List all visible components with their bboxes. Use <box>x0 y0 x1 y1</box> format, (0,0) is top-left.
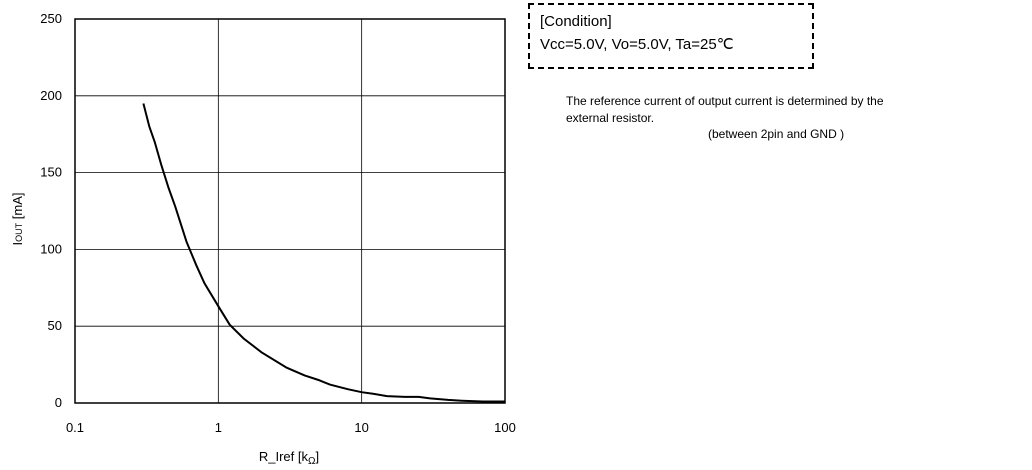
y-tick-label: 0 <box>55 395 62 410</box>
note-line-1: The reference current of output current … <box>566 94 884 108</box>
y-tick-label: 200 <box>40 88 62 103</box>
condition-title: [Condition] <box>540 13 612 30</box>
condition-values: Vcc=5.0V, Vo=5.0V, Ta=25℃ <box>540 36 734 53</box>
x-tick-labels: 0.1 1 10 100 <box>66 420 516 435</box>
y-tick-label: 250 <box>40 11 62 26</box>
x-tick-label: 1 <box>215 420 222 435</box>
x-tick-label: 10 <box>354 420 368 435</box>
x-tick-label: 0.1 <box>66 420 84 435</box>
x-axis-label: R_Iref [kΩ] <box>259 449 319 467</box>
plot-frame <box>74 18 506 404</box>
chart: 0 50 100 150 200 250 0.1 1 10 100 IOUT [mA] R_Ir… <box>10 11 516 467</box>
y-axis-label: IOUT [mA] <box>10 193 25 246</box>
x-tick-label: 100 <box>494 420 516 435</box>
y-tick-label: 150 <box>40 165 62 180</box>
note-line-3: (between 2pin and GND ) <box>708 127 845 141</box>
condition-box: [Condition] Vcc=5.0V, Vo=5.0V, Ta=25℃ <box>528 3 814 69</box>
y-tick-label: 50 <box>48 318 62 333</box>
y-tick-labels: 0 50 100 150 200 250 <box>40 11 62 410</box>
y-tick-label: 100 <box>40 241 62 256</box>
note-line-2: external resistor. <box>566 111 655 125</box>
grid-lines <box>74 18 506 404</box>
series-line <box>142 103 505 403</box>
